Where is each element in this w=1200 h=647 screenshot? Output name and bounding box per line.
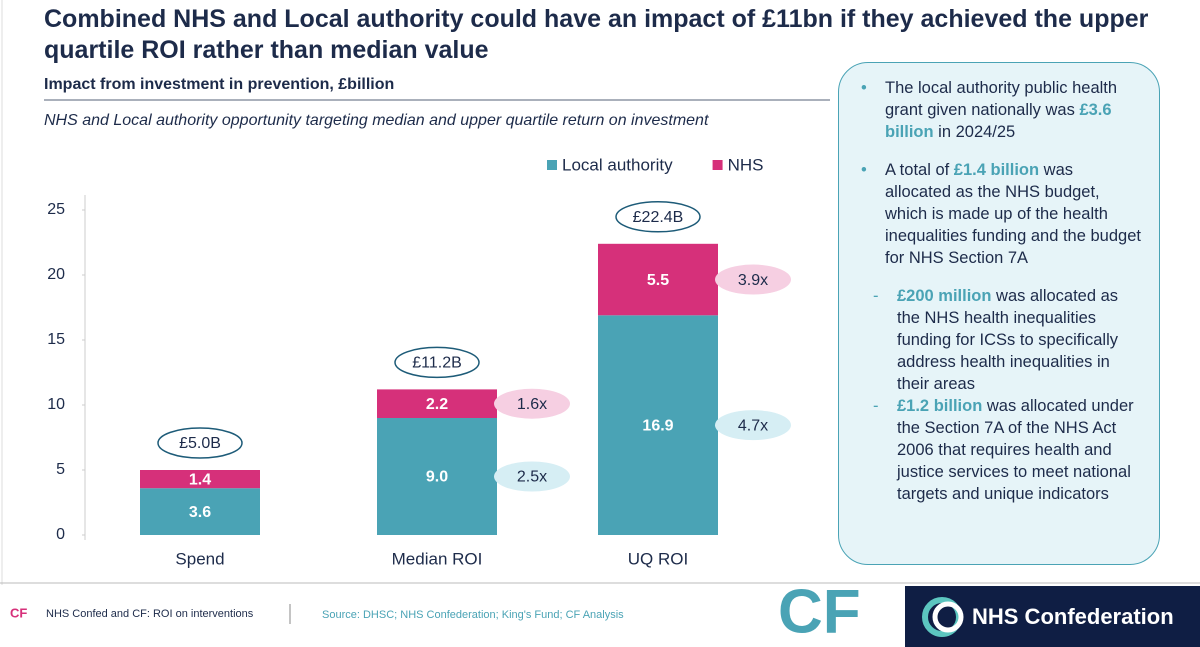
value-label: 1.4 [189, 471, 211, 488]
roi-pill [715, 410, 791, 441]
value-label: 2.2 [426, 396, 448, 413]
total-label: £11.2B [412, 355, 462, 372]
legend-label: NHS [728, 155, 764, 174]
chart-title: Impact from investment in prevention, £b… [44, 76, 394, 93]
total-label: £5.0B [179, 435, 221, 452]
value-label: 3.6 [189, 504, 211, 521]
y-tick-label: 10 [47, 396, 65, 413]
y-tick-label: 0 [56, 526, 65, 543]
bar-segment [598, 315, 718, 535]
slide-title: Combined NHS and Local authority could h… [44, 5, 1149, 64]
footer-deck: NHS Confed and CF: ROI on interventions [46, 608, 254, 620]
y-tick-label: 15 [47, 331, 65, 348]
bullet: £200 million was allocated as the NHS he… [861, 285, 1141, 395]
sidebar: The local authority public health grant … [838, 62, 1160, 565]
bar-segment [140, 470, 260, 489]
value-label: 5.5 [647, 272, 669, 289]
value-label: 16.9 [642, 417, 673, 434]
bullet-text: was allocated as the NHS budget, which i… [885, 161, 1141, 267]
x-tick-label: Median ROI [392, 549, 483, 568]
logo-cf: CF [778, 577, 861, 646]
roi-label: 2.5x [517, 469, 547, 486]
x-tick-label: Spend [175, 549, 224, 568]
total-label: £22.4B [633, 209, 684, 226]
bullet-highlight: £1.4 billion [953, 161, 1040, 179]
roi-pill [715, 264, 791, 295]
legend-swatch [712, 160, 723, 170]
bar-segment [140, 488, 260, 535]
logo-ring [932, 601, 964, 633]
roi-pill [494, 388, 570, 419]
bullet-text: in 2024/25 [933, 123, 1016, 141]
y-tick-label: 5 [56, 461, 65, 478]
bullet-highlight: £1.2 billion [897, 397, 983, 415]
legend-label: Local authority [562, 155, 673, 174]
chart-subtitle: NHS and Local authority opportunity targ… [44, 112, 709, 129]
roi-pill [494, 461, 570, 492]
value-label: 9.0 [426, 469, 448, 486]
bullet: A total of £1.4 billion was allocated as… [861, 159, 1141, 269]
y-tick-label: 20 [47, 266, 65, 283]
bullet-text: The local authority public health grant … [885, 79, 1118, 119]
total-pill [394, 346, 480, 379]
bullet: The local authority public health grant … [861, 77, 1141, 143]
bullet-text: A total of [885, 161, 954, 179]
bar-segment [377, 418, 497, 535]
total-pill [157, 427, 243, 459]
bullet-text: was allocated under the Section 7A of th… [897, 397, 1134, 503]
bullet-text: was allocated as the NHS health inequali… [897, 287, 1119, 393]
logo-nhs: NHS Confederation [972, 604, 1174, 629]
bullet: £1.2 billion was allocated under the Sec… [861, 395, 1141, 505]
total-pill [615, 201, 701, 233]
bar-segment [598, 243, 718, 316]
roi-label: 4.7x [738, 417, 768, 434]
logo-nhs-box [905, 586, 1200, 647]
bar-segment [377, 389, 497, 418]
bullet-highlight: £3.6 billion [885, 101, 1112, 141]
bullet-highlight: £200 million [897, 287, 992, 305]
x-tick-label: UQ ROI [628, 549, 688, 568]
footer-source: Source: DHSC; NHS Confederation; King's … [322, 609, 624, 621]
roi-label: 3.9x [738, 272, 768, 289]
y-tick-label: 25 [47, 201, 65, 218]
footer-mark: CF [10, 605, 27, 620]
legend-swatch [547, 160, 557, 170]
roi-label: 1.6x [517, 396, 547, 413]
